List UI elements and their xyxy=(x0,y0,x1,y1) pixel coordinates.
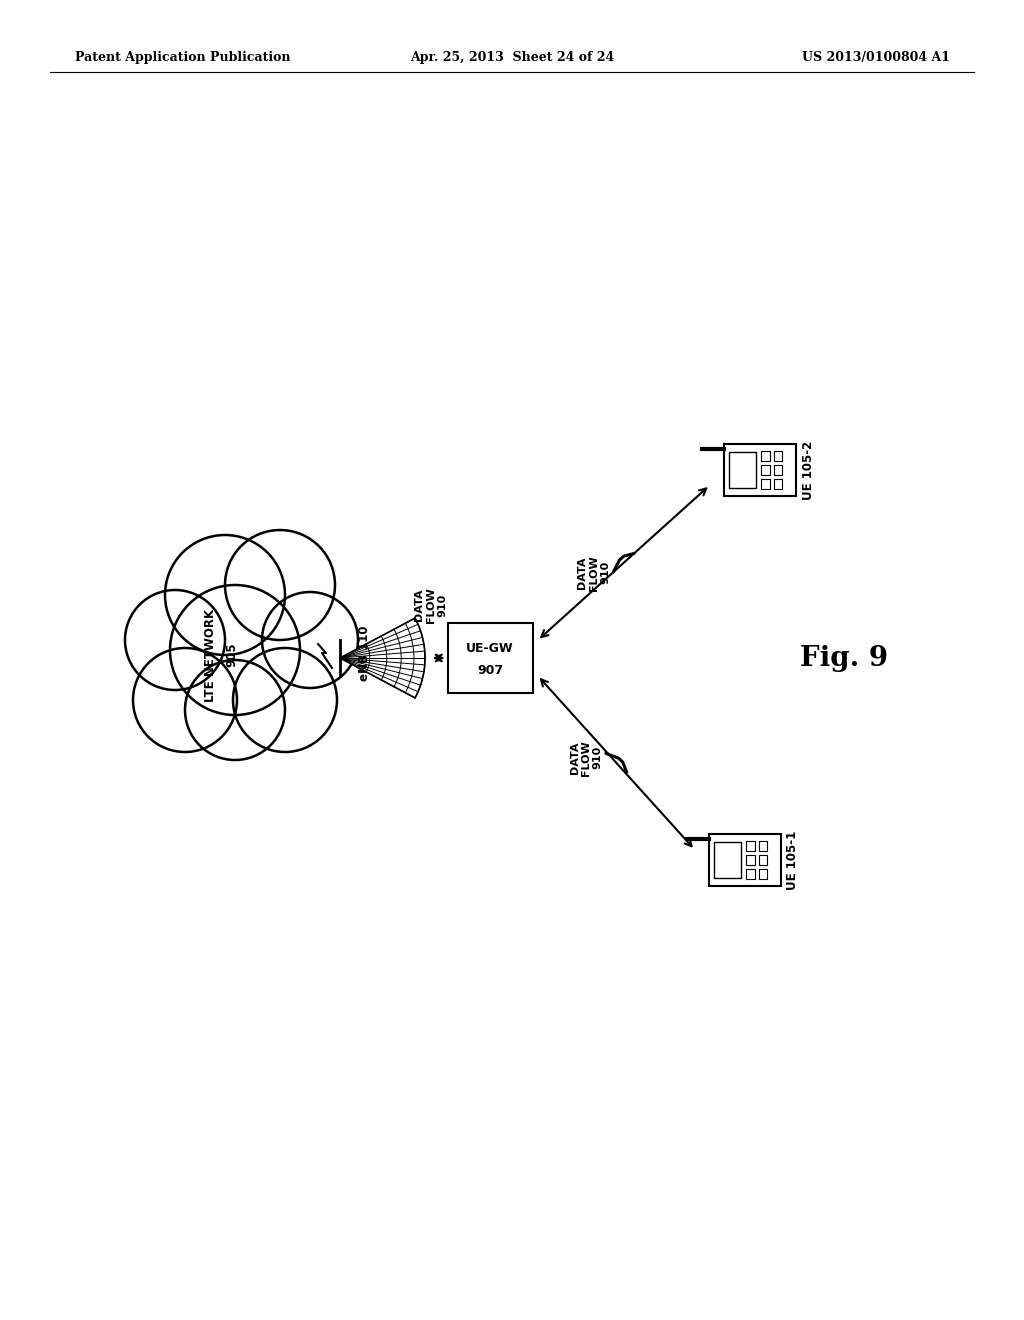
Circle shape xyxy=(233,648,337,752)
Bar xyxy=(762,451,770,461)
Circle shape xyxy=(185,660,285,760)
Text: UE 105-2: UE 105-2 xyxy=(802,441,814,500)
Circle shape xyxy=(165,535,285,655)
Bar xyxy=(714,842,741,878)
Text: DATA
FLOW
910: DATA FLOW 910 xyxy=(414,587,447,623)
Bar xyxy=(746,841,755,850)
Text: UE 105-1: UE 105-1 xyxy=(786,830,800,890)
Text: Apr. 25, 2013  Sheet 24 of 24: Apr. 25, 2013 Sheet 24 of 24 xyxy=(410,51,614,65)
Polygon shape xyxy=(340,618,425,698)
Bar xyxy=(759,870,767,879)
Bar xyxy=(774,451,782,461)
Text: DATA
FLOW
910: DATA FLOW 910 xyxy=(569,741,603,776)
Circle shape xyxy=(125,590,225,690)
Text: Patent Application Publication: Patent Application Publication xyxy=(75,51,291,65)
Bar xyxy=(729,453,757,487)
Bar xyxy=(759,855,767,865)
Text: eNB 110: eNB 110 xyxy=(358,626,372,681)
Text: 907: 907 xyxy=(477,664,503,676)
Text: DATA
FLOW
910: DATA FLOW 910 xyxy=(578,554,610,590)
Text: Fig. 9: Fig. 9 xyxy=(800,644,888,672)
Bar xyxy=(746,855,755,865)
Circle shape xyxy=(262,591,358,688)
Text: LTE NETWORK: LTE NETWORK xyxy=(204,609,216,701)
Text: US 2013/0100804 A1: US 2013/0100804 A1 xyxy=(802,51,950,65)
Text: UE-GW: UE-GW xyxy=(466,642,514,655)
Bar xyxy=(774,466,782,475)
Text: 905: 905 xyxy=(225,643,239,668)
Bar xyxy=(762,466,770,475)
Bar xyxy=(759,841,767,850)
Bar xyxy=(724,444,796,496)
Circle shape xyxy=(133,648,237,752)
Circle shape xyxy=(225,531,335,640)
Circle shape xyxy=(170,585,300,715)
Bar xyxy=(746,870,755,879)
Bar xyxy=(762,479,770,488)
Bar xyxy=(774,479,782,488)
Bar xyxy=(447,623,532,693)
Bar xyxy=(709,834,781,886)
